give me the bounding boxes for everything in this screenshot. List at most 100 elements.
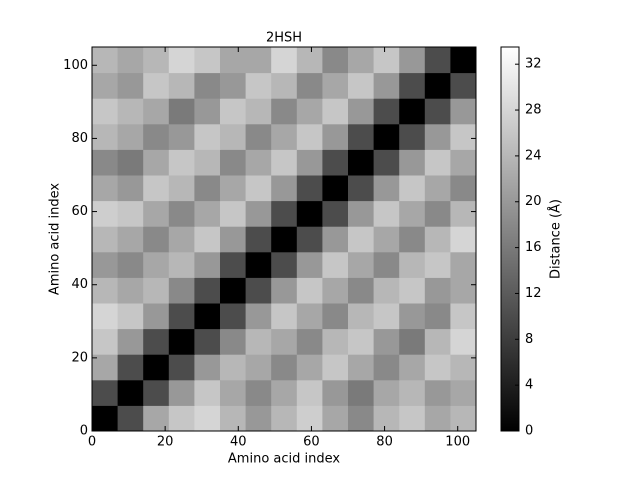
- heatmap-cell: [296, 277, 323, 304]
- heatmap-cell: [399, 354, 426, 381]
- colorbar-tick-label: 0: [525, 424, 533, 439]
- x-axis-label: Amino acid index: [228, 452, 340, 467]
- heatmap-cell: [296, 47, 323, 74]
- heatmap-cell: [92, 277, 119, 304]
- heatmap-cell: [424, 226, 451, 253]
- heatmap-cell: [399, 379, 426, 406]
- heatmap-cell: [450, 251, 477, 278]
- heatmap-cell: [424, 303, 451, 330]
- heatmap-cell: [168, 226, 195, 253]
- heatmap-cell: [245, 303, 272, 330]
- heatmap-cell: [424, 379, 451, 406]
- heatmap-cell: [194, 175, 221, 202]
- heatmap-cell: [271, 98, 298, 125]
- heatmap-cell: [143, 379, 170, 406]
- heatmap-cell: [348, 251, 375, 278]
- heatmap-cell: [220, 98, 247, 125]
- heatmap-cell: [322, 328, 349, 355]
- heatmap-cell: [450, 405, 477, 432]
- heatmap-cell: [143, 303, 170, 330]
- heatmap-cell: [245, 149, 272, 176]
- heatmap-cell: [296, 379, 323, 406]
- heatmap-cell: [168, 405, 195, 432]
- heatmap-cell: [322, 226, 349, 253]
- heatmap-cell: [245, 200, 272, 227]
- x-tick-label: 80: [376, 435, 393, 450]
- heatmap-cell: [117, 303, 144, 330]
- heatmap-cell: [322, 354, 349, 381]
- heatmap-cell: [117, 354, 144, 381]
- heatmap-cell: [322, 251, 349, 278]
- heatmap-cell: [399, 47, 426, 74]
- heatmap-cell: [271, 200, 298, 227]
- heatmap-cell: [143, 277, 170, 304]
- heatmap-cell: [322, 47, 349, 74]
- heatmap-cell: [399, 123, 426, 150]
- y-tick-label: 80: [71, 131, 88, 146]
- heatmap-cell: [373, 277, 400, 304]
- heatmap-cell: [245, 98, 272, 125]
- heatmap-cell: [399, 226, 426, 253]
- y-axis-label: Amino acid index: [48, 183, 63, 295]
- heatmap-cell: [271, 303, 298, 330]
- heatmap-cell: [322, 123, 349, 150]
- heatmap-cell: [373, 200, 400, 227]
- heatmap-cell: [271, 149, 298, 176]
- heatmap-cell: [271, 72, 298, 99]
- heatmap-cell: [194, 379, 221, 406]
- heatmap-cell: [220, 200, 247, 227]
- heatmap-cell: [92, 379, 119, 406]
- heatmap-cell: [117, 251, 144, 278]
- heatmap-cell: [348, 379, 375, 406]
- heatmap-cell: [143, 354, 170, 381]
- heatmap-cell: [424, 72, 451, 99]
- heatmap-cell: [220, 277, 247, 304]
- heatmap-cell: [373, 226, 400, 253]
- heatmap-cell: [296, 354, 323, 381]
- heatmap-cell: [373, 175, 400, 202]
- heatmap-cell: [143, 149, 170, 176]
- heatmap-cell: [399, 98, 426, 125]
- heatmap-cell: [348, 303, 375, 330]
- heatmap-cell: [143, 251, 170, 278]
- heatmap-cell: [245, 354, 272, 381]
- heatmap-cell: [296, 123, 323, 150]
- heatmap-cell: [322, 405, 349, 432]
- heatmap-cell: [373, 405, 400, 432]
- y-tick-label: 100: [63, 58, 88, 73]
- heatmap-cell: [450, 200, 477, 227]
- heatmap-cell: [348, 47, 375, 74]
- heatmap-cell: [168, 303, 195, 330]
- heatmap-cell: [296, 72, 323, 99]
- heatmap-cell: [296, 149, 323, 176]
- heatmap-cell: [117, 379, 144, 406]
- heatmap-cell: [143, 328, 170, 355]
- heatmap-cell: [296, 98, 323, 125]
- heatmap-cell: [373, 123, 400, 150]
- heatmap-cell: [117, 200, 144, 227]
- colorbar-tick-label: 20: [525, 194, 542, 209]
- heatmap-cell: [322, 200, 349, 227]
- heatmap-cell: [92, 200, 119, 227]
- heatmap-cell: [220, 251, 247, 278]
- x-tick-label: 100: [445, 435, 470, 450]
- heatmap-cell: [322, 149, 349, 176]
- heatmap-cell: [450, 47, 477, 74]
- y-tick-label: 20: [71, 350, 88, 365]
- heatmap-cell: [271, 328, 298, 355]
- heatmap-cell: [271, 354, 298, 381]
- heatmap-cell: [92, 98, 119, 125]
- heatmap-cell: [117, 328, 144, 355]
- heatmap-cell: [168, 354, 195, 381]
- heatmap-cell: [424, 149, 451, 176]
- heatmap-cell: [450, 328, 477, 355]
- heatmap-cell: [322, 379, 349, 406]
- heatmap-cell: [143, 123, 170, 150]
- heatmap-cell: [92, 47, 119, 74]
- heatmap-cell: [424, 123, 451, 150]
- heatmap-cell: [168, 72, 195, 99]
- heatmap-cell: [373, 98, 400, 125]
- heatmap-cell: [194, 47, 221, 74]
- heatmap-cell: [424, 328, 451, 355]
- heatmap-cell: [348, 175, 375, 202]
